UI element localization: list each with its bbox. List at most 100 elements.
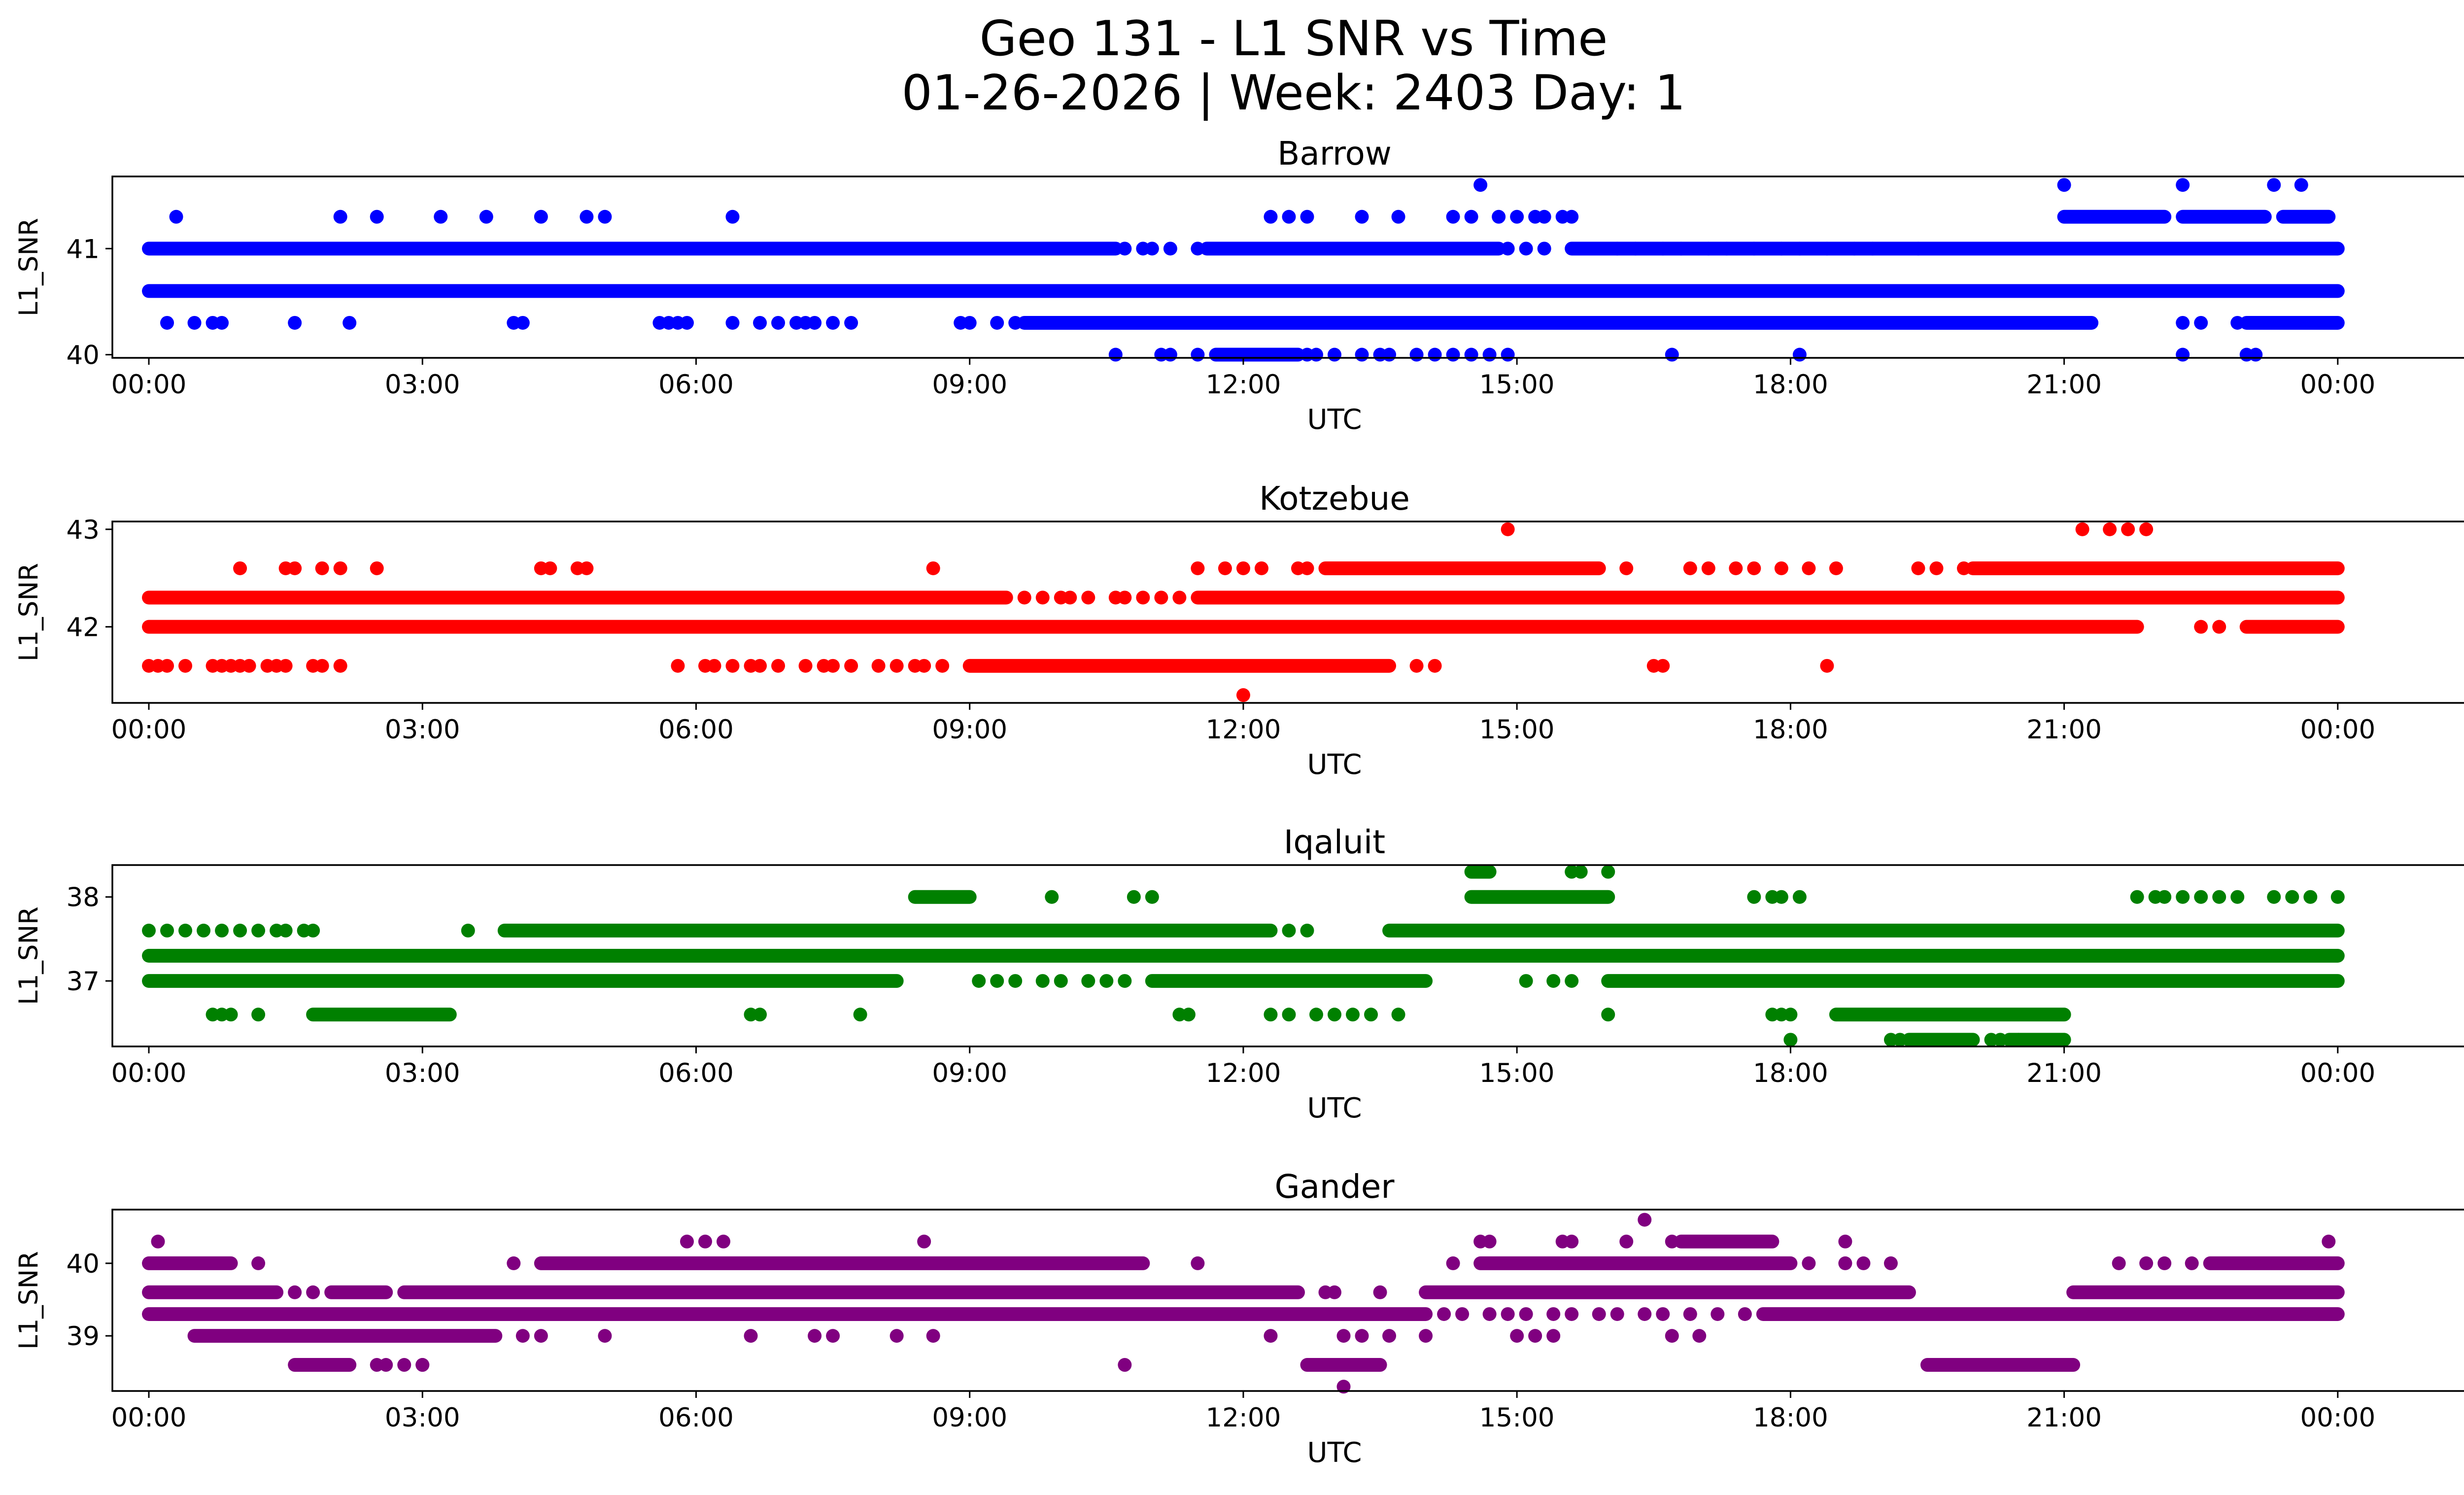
x-tick-label: 00:00 [2300,1403,2375,1433]
data-point [1017,591,1031,605]
data-point [1099,974,1114,988]
data-point [1883,1256,1898,1270]
data-point [333,561,347,575]
data-point [598,1329,612,1343]
data-point [1328,1008,1341,1022]
data-point [1455,1307,1470,1321]
data-point [1774,890,1788,904]
data-point [534,1329,548,1343]
data-point [1063,591,1077,605]
data-point [1355,209,1369,224]
data-point [1328,1285,1341,1299]
data-point [2267,890,2281,904]
data-point [2075,522,2089,536]
x-tick-label: 15:00 [1479,370,1555,400]
data-point [1838,1234,1852,1249]
data-point [1565,209,1579,224]
data-point [1528,1329,1542,1343]
x-tick-label: 00:00 [111,1403,187,1433]
data-point [1163,348,1177,362]
data-point [753,1008,767,1022]
data-point [1236,561,1250,575]
data-point [2212,890,2226,904]
data-point [1355,348,1369,362]
data-point [771,659,786,673]
data-point [2157,1256,2172,1270]
data-point [1428,348,1442,362]
data-point [1236,688,1250,702]
x-tick-label: 00:00 [111,370,187,400]
data-point [278,659,293,673]
data-point [507,1256,521,1270]
data-point [1993,1033,2008,1047]
data-point [1282,1008,1296,1022]
data-point [1191,348,1205,362]
data-point [251,1008,266,1022]
y-axis-label: L1_SNR [14,218,44,316]
subplot-title: Iqaluit [1284,823,1385,861]
data-point [2176,348,2190,362]
data-point [306,923,320,938]
data-point [1446,209,1460,224]
data-point [1118,1358,1132,1372]
data-point [972,974,986,988]
data-point [434,209,448,224]
x-tick-label: 12:00 [1206,715,1281,745]
x-tick-label: 15:00 [1479,1403,1555,1433]
data-point [1747,561,1761,575]
y-tick-label: 42 [67,613,100,643]
data-point [826,659,840,673]
data-point [1254,561,1268,575]
data-point [1336,1329,1351,1343]
data-point [1136,591,1150,605]
x-tick-label: 06:00 [658,1058,734,1088]
subplot-kotzebue: Kotzebue 00:00 03:00 06:00 09:00 12:00 15:00 18… [14,480,2464,781]
data-point [1191,242,1205,256]
data-point [725,315,740,330]
data-point [1145,890,1159,904]
data-point [1309,348,1323,362]
data-point [534,209,548,224]
data-point [1565,1234,1579,1249]
data-point [990,315,1004,330]
data-point [1501,522,1515,536]
data-point [1346,1008,1360,1022]
data-point [415,1358,430,1372]
data-point [315,561,329,575]
data-point [315,659,329,673]
y-axis-label: L1_SNR [14,906,44,1005]
x-tick-label: 21:00 [2026,1403,2102,1433]
y-tick-label: 38 [67,883,100,913]
data-point [1282,209,1296,224]
data-point [1683,1307,1697,1321]
figure-subtitle: 01-26-2026 | Week: 2403 Day: 1 [902,65,1686,121]
data-point [1300,209,1314,224]
data-point [142,923,156,938]
data-point [1537,209,1551,224]
data-point [1820,242,1834,256]
data-point [1501,348,1515,362]
data-point [1774,561,1788,575]
x-tick-label: 21:00 [2026,1058,2102,1088]
data-point [808,315,822,330]
data-point [1336,1380,1351,1394]
data-point [698,1234,712,1249]
data-point [2322,1234,2336,1249]
data-point [1482,1307,1497,1321]
data-point [1108,348,1123,362]
data-point [1619,561,1634,575]
data-point [1601,865,1615,879]
subplot-barrow: Barrow 00:00 03:00 06:00 09:00 12:00 15:00 18:0… [14,135,2464,436]
data-point [1747,890,1761,904]
data-point [1355,1329,1369,1343]
data-point [1711,1307,1725,1321]
data-point [197,923,211,938]
data-point [215,923,229,938]
data-point [1373,1285,1387,1299]
data-point [370,209,384,224]
data-point [2230,315,2245,330]
plot-frame [111,521,2464,704]
data-point [1638,1213,1652,1227]
data-point [1510,1329,1524,1343]
subplots: Barrow 00:00 03:00 06:00 09:00 12:00 15:00 18:0… [14,135,2464,1469]
